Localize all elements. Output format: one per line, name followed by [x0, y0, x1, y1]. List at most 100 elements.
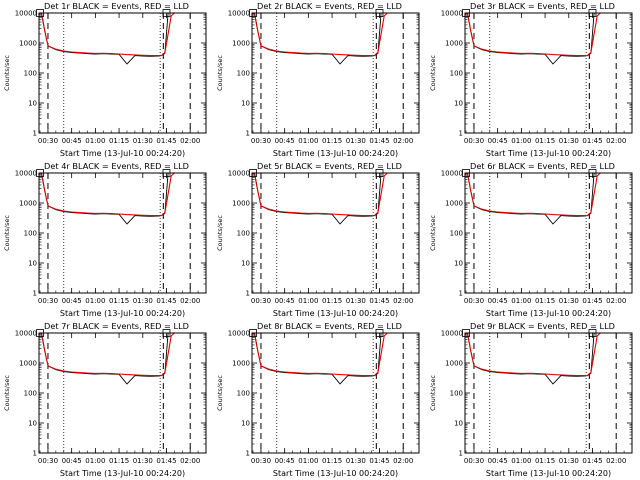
y-tick-label: 1 — [246, 290, 250, 298]
detector-panel: Det 1r BLACK = Events, RED = LLD Counts/s… — [0, 0, 213, 160]
chart-title: Det 6r BLACK = Events, RED = LLD — [470, 161, 615, 171]
y-tick-label: 10 — [241, 100, 250, 108]
y-tick-label: 1 — [459, 290, 463, 298]
x-tick-label: 00:45 — [275, 297, 295, 305]
x-tick-label: 00:30 — [464, 297, 484, 305]
x-tick-label: 01:00 — [85, 457, 105, 465]
y-tick-label: 100 — [24, 230, 37, 238]
x-tick-label: 02:00 — [606, 137, 626, 145]
y-tick-label: 10 — [454, 420, 463, 428]
plot-frame — [251, 332, 420, 454]
x-tick-label: 02:00 — [393, 297, 413, 305]
chart-title: Det 4r BLACK = Events, RED = LLD — [44, 161, 189, 171]
x-tick-label: 00:45 — [62, 137, 82, 145]
x-tick-label: 01:45 — [582, 297, 602, 305]
x-tick-label: 01:00 — [298, 137, 318, 145]
x-tick-label: 01:15 — [322, 297, 342, 305]
x-axis-label: Start Time (13-Jul-10 00:24:20) — [273, 149, 398, 158]
x-tick-label: 01:00 — [511, 457, 531, 465]
detector-panel: Det 5r BLACK = Events, RED = LLD Counts/s… — [213, 160, 426, 320]
chart-title: Det 2r BLACK = Events, RED = LLD — [257, 1, 402, 11]
y-tick-label: 1000 — [19, 40, 37, 48]
x-axis-label: Start Time (13-Jul-10 00:24:20) — [273, 309, 398, 318]
chart-svg: Det 9r BLACK = Events, RED = LLD Counts/s… — [429, 321, 633, 478]
x-tick-label: 01:00 — [85, 297, 105, 305]
detector-panel: Det 4r BLACK = Events, RED = LLD Counts/s… — [0, 160, 213, 320]
events-series-line — [252, 332, 388, 385]
plot-frame — [38, 12, 207, 134]
x-tick-label: 01:45 — [156, 137, 176, 145]
events-series-line — [39, 12, 175, 65]
y-tick-label: 10 — [28, 100, 37, 108]
x-tick-label: 02:00 — [180, 297, 200, 305]
y-tick-label: 1000 — [232, 360, 250, 368]
y-axis-label: Counts/sec — [3, 215, 11, 251]
y-axis-label: Counts/sec — [216, 55, 224, 91]
y-tick-label: 1 — [246, 450, 250, 458]
plot-frame — [251, 12, 420, 134]
y-tick-label: 10 — [241, 420, 250, 428]
x-tick-label: 01:30 — [559, 297, 579, 305]
x-tick-label: 00:30 — [464, 137, 484, 145]
plot-frame — [251, 172, 420, 294]
x-tick-label: 01:30 — [346, 457, 366, 465]
y-tick-label: 1000 — [445, 360, 463, 368]
x-tick-label: 01:15 — [535, 457, 555, 465]
y-axis-label: Counts/sec — [3, 375, 11, 411]
x-tick-label: 00:45 — [275, 137, 295, 145]
events-series-line — [465, 332, 601, 385]
chart-svg: Det 3r BLACK = Events, RED = LLD Counts/s… — [429, 1, 633, 158]
x-tick-label: 01:30 — [346, 137, 366, 145]
y-axis-label: Counts/sec — [429, 375, 437, 411]
chart-svg: Det 4r BLACK = Events, RED = LLD Counts/s… — [3, 161, 207, 318]
x-tick-label: 01:30 — [559, 137, 579, 145]
plot-frame — [464, 332, 633, 454]
x-tick-label: 02:00 — [393, 137, 413, 145]
x-tick-label: 01:30 — [346, 297, 366, 305]
x-tick-label: 00:30 — [38, 297, 58, 305]
x-tick-label: 01:15 — [109, 457, 129, 465]
y-tick-label: 10 — [454, 260, 463, 268]
y-tick-label: 1 — [33, 130, 37, 138]
y-tick-label: 100 — [24, 70, 37, 78]
y-tick-label: 10000 — [15, 330, 37, 338]
events-series-line — [252, 12, 388, 65]
chart-title: Det 9r BLACK = Events, RED = LLD — [470, 321, 615, 331]
y-tick-label: 1000 — [232, 40, 250, 48]
chart-title: Det 3r BLACK = Events, RED = LLD — [470, 1, 615, 11]
x-tick-label: 00:30 — [38, 137, 58, 145]
y-tick-label: 1 — [33, 290, 37, 298]
y-tick-label: 1 — [246, 130, 250, 138]
lld-series-line — [251, 172, 388, 217]
y-tick-label: 10 — [454, 100, 463, 108]
y-tick-label: 100 — [450, 70, 463, 78]
lld-series-line — [251, 332, 388, 377]
detector-panel: Det 7r BLACK = Events, RED = LLD Counts/s… — [0, 320, 213, 480]
plot-frame — [38, 172, 207, 294]
y-tick-label: 10000 — [228, 10, 250, 18]
y-axis-label: Counts/sec — [429, 215, 437, 251]
x-tick-label: 01:15 — [322, 457, 342, 465]
x-tick-label: 01:00 — [511, 137, 531, 145]
chart-svg: Det 2r BLACK = Events, RED = LLD Counts/s… — [216, 1, 420, 158]
x-tick-label: 02:00 — [606, 457, 626, 465]
y-tick-label: 10000 — [228, 170, 250, 178]
x-tick-label: 01:45 — [156, 297, 176, 305]
events-series-line — [39, 172, 175, 225]
events-series-line — [252, 172, 388, 225]
x-tick-label: 00:45 — [275, 457, 295, 465]
lld-series-line — [251, 12, 388, 57]
lld-series-line — [38, 332, 175, 377]
x-axis-label: Start Time (13-Jul-10 00:24:20) — [273, 469, 398, 478]
x-tick-label: 00:30 — [38, 457, 58, 465]
y-tick-label: 1 — [459, 450, 463, 458]
x-tick-label: 01:00 — [511, 297, 531, 305]
y-tick-label: 1000 — [19, 200, 37, 208]
x-tick-label: 02:00 — [180, 457, 200, 465]
x-tick-label: 00:30 — [251, 137, 271, 145]
y-tick-label: 10000 — [441, 330, 463, 338]
chart-title: Det 5r BLACK = Events, RED = LLD — [257, 161, 402, 171]
x-tick-label: 00:30 — [251, 457, 271, 465]
x-axis-label: Start Time (13-Jul-10 00:24:20) — [486, 309, 611, 318]
x-tick-label: 02:00 — [393, 457, 413, 465]
